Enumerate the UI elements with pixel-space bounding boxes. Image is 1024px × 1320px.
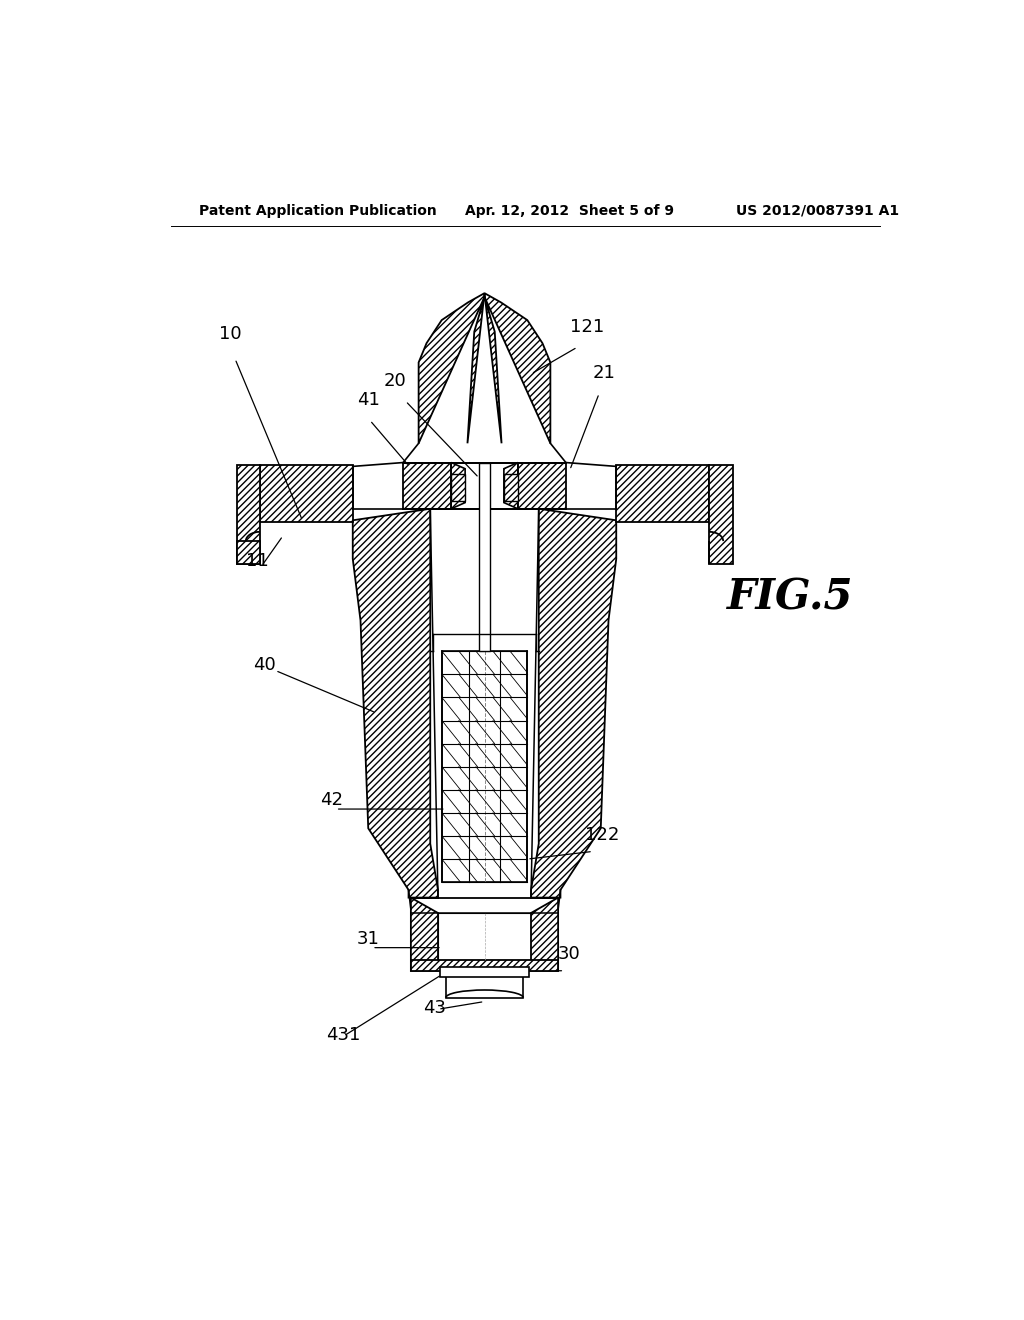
Polygon shape	[484, 293, 550, 444]
Polygon shape	[710, 465, 732, 564]
Polygon shape	[411, 960, 558, 970]
Text: 121: 121	[569, 318, 604, 335]
Text: 43: 43	[423, 999, 445, 1018]
Polygon shape	[403, 462, 452, 508]
Text: 21: 21	[593, 364, 615, 381]
Text: Patent Application Publication: Patent Application Publication	[200, 203, 437, 218]
Text: Apr. 12, 2012  Sheet 5 of 9: Apr. 12, 2012 Sheet 5 of 9	[465, 203, 674, 218]
Polygon shape	[445, 970, 523, 998]
Text: 41: 41	[356, 391, 380, 409]
Polygon shape	[531, 508, 616, 898]
Polygon shape	[479, 462, 489, 651]
Polygon shape	[430, 508, 539, 898]
Polygon shape	[439, 966, 529, 977]
Text: 10: 10	[219, 325, 242, 343]
Text: 122: 122	[586, 826, 620, 843]
Text: 31: 31	[356, 929, 380, 948]
Polygon shape	[467, 297, 502, 444]
Polygon shape	[237, 541, 260, 564]
Polygon shape	[504, 474, 518, 502]
Polygon shape	[442, 651, 527, 882]
Text: 30: 30	[558, 945, 581, 964]
Polygon shape	[518, 462, 566, 508]
Text: 431: 431	[326, 1026, 360, 1044]
Polygon shape	[504, 462, 518, 508]
Polygon shape	[260, 465, 352, 521]
Text: 42: 42	[321, 791, 343, 809]
Polygon shape	[531, 898, 558, 970]
Polygon shape	[352, 508, 438, 898]
Text: 11: 11	[246, 553, 268, 570]
Text: 20: 20	[384, 371, 407, 389]
Text: 40: 40	[254, 656, 276, 675]
Polygon shape	[411, 898, 438, 970]
Polygon shape	[616, 465, 710, 521]
Polygon shape	[452, 474, 465, 502]
Polygon shape	[419, 293, 484, 444]
Text: FIG.5: FIG.5	[727, 577, 854, 618]
Polygon shape	[452, 462, 465, 508]
Polygon shape	[438, 913, 531, 960]
Polygon shape	[237, 465, 260, 564]
Text: US 2012/0087391 A1: US 2012/0087391 A1	[736, 203, 899, 218]
